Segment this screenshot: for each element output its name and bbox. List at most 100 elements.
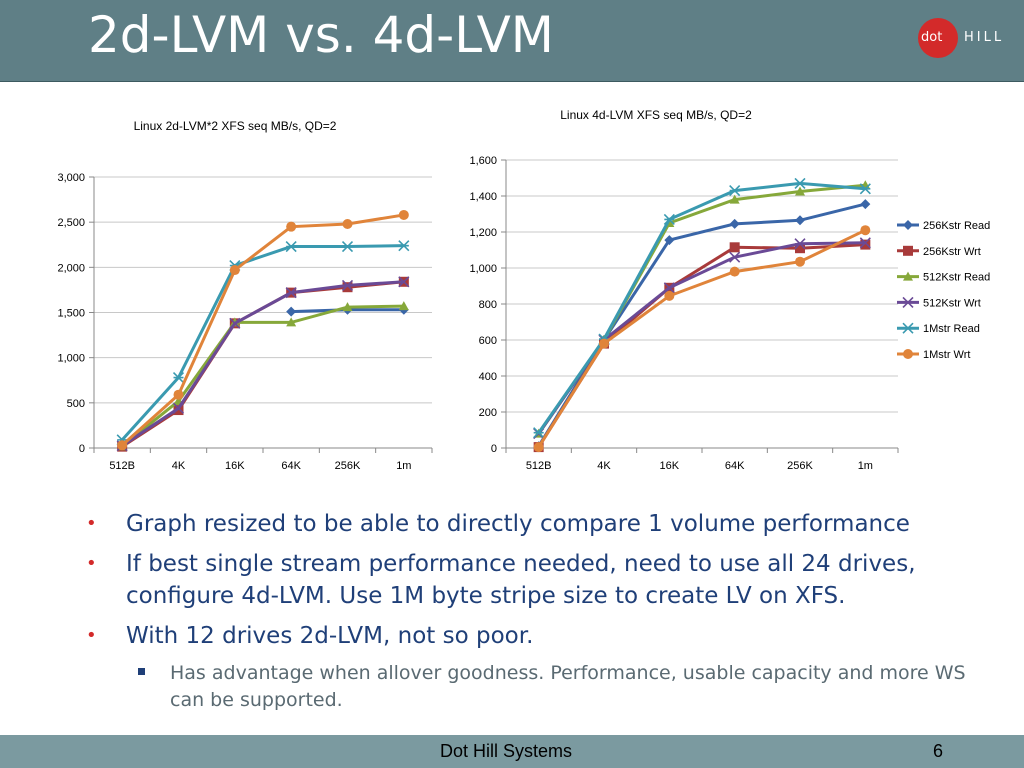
square-bullet-icon xyxy=(138,668,145,675)
logo-dot-text: dot xyxy=(921,30,943,45)
data-point xyxy=(533,442,544,453)
y-tick-label: 1,000 xyxy=(57,353,85,365)
charts-area: Linux 2d-LVM*2 XFS seq MB/s, QD=2 0 500 1,0… xyxy=(57,108,990,472)
series-line xyxy=(537,181,866,434)
legend-marker xyxy=(903,220,913,230)
x-tick-label: 4K xyxy=(172,460,186,472)
data-point xyxy=(172,371,185,384)
sub-bullet-item: Has advantage when allover goodness. Per… xyxy=(138,660,966,714)
data-point xyxy=(398,301,409,311)
series-line xyxy=(121,280,404,447)
y-tick-label: 1,000 xyxy=(469,263,497,275)
y-tick-label: 600 xyxy=(479,335,497,347)
legend-marker xyxy=(902,322,914,334)
legend-label: 256Kstr Wrt xyxy=(923,246,981,258)
bullet-item: • With 12 drives 2d-LVM, not so poor. xyxy=(86,620,966,652)
x-tick-label: 256K xyxy=(787,460,813,472)
legend-label: 256Kstr Read xyxy=(923,220,990,232)
data-point xyxy=(286,221,297,232)
data-point xyxy=(229,265,240,276)
y-tick-label: 2,500 xyxy=(57,217,85,229)
slide-header: 2d-LVM vs. 4d-LVM dot HILL xyxy=(0,0,1024,82)
bullet-list: • Graph resized to be able to directly co… xyxy=(86,508,966,714)
bullet-dot-icon: • xyxy=(86,513,97,534)
data-point xyxy=(663,213,675,225)
legend-marker xyxy=(903,245,913,256)
data-point xyxy=(664,290,675,301)
bullet-dot-icon: • xyxy=(86,625,97,646)
data-point xyxy=(729,218,740,229)
data-point xyxy=(860,225,871,236)
footer-company: Dot Hill Systems xyxy=(440,741,573,761)
series-line xyxy=(121,244,404,441)
logo-circle-icon xyxy=(918,18,958,58)
legend-label: 512Kstr Read xyxy=(923,272,990,284)
y-tick-label: 500 xyxy=(67,398,85,410)
data-point xyxy=(341,279,354,291)
x-tick-label: 64K xyxy=(281,460,301,472)
bullet-text: If best single stream performance needed… xyxy=(126,551,916,609)
x-tick-label: 4K xyxy=(597,460,611,472)
data-point xyxy=(533,427,545,439)
bullet-text: Graph resized to be able to directly com… xyxy=(126,511,910,537)
series-line xyxy=(537,243,866,448)
x-tick-label: 256K xyxy=(335,460,361,472)
data-point xyxy=(173,405,184,416)
legend-marker xyxy=(902,296,914,308)
data-point xyxy=(398,240,410,252)
data-point xyxy=(285,240,297,253)
data-point xyxy=(729,266,740,277)
series-line xyxy=(537,202,866,447)
legend-marker xyxy=(903,349,913,359)
series-line xyxy=(121,304,404,448)
page-number: 6 xyxy=(933,741,944,761)
data-point xyxy=(172,402,185,414)
data-point xyxy=(173,389,184,400)
y-tick-label: 1,200 xyxy=(469,227,497,239)
data-point xyxy=(664,235,675,246)
bullet-dot-icon: • xyxy=(86,553,97,574)
y-tick-label: 200 xyxy=(479,407,497,419)
chart-title: Linux 2d-LVM*2 XFS seq MB/s, QD=2 xyxy=(134,119,337,133)
legend-marker xyxy=(903,271,913,281)
data-point xyxy=(860,239,871,250)
data-point xyxy=(729,251,741,263)
data-point xyxy=(795,215,805,226)
series-line xyxy=(537,241,866,435)
legend-label: 512Kstr Wrt xyxy=(923,297,981,309)
data-point xyxy=(794,238,806,250)
data-point xyxy=(795,256,805,267)
y-tick-label: 1,500 xyxy=(57,308,85,320)
bullet-item: • If best single stream performance neede… xyxy=(86,548,966,612)
data-point xyxy=(286,306,297,317)
data-point xyxy=(729,185,741,197)
dot-hill-logo: dot HILL xyxy=(918,18,1018,58)
legend-label: 1Mstr Read xyxy=(923,323,980,335)
data-point xyxy=(285,287,297,299)
data-point xyxy=(342,218,353,229)
bullet-text: With 12 drives 2d-LVM, not so poor. xyxy=(126,623,534,649)
y-tick-label: 1,400 xyxy=(469,191,497,203)
data-point xyxy=(117,440,128,451)
data-point xyxy=(859,183,871,195)
x-tick-label: 1m xyxy=(396,460,411,472)
data-point xyxy=(795,243,805,254)
data-point xyxy=(398,209,409,220)
series-line xyxy=(537,228,866,448)
data-point xyxy=(860,199,871,210)
y-tick-label: 0 xyxy=(491,443,497,455)
x-tick-label: 1m xyxy=(858,460,873,472)
x-tick-label: 16K xyxy=(660,460,680,472)
data-point xyxy=(729,194,740,204)
data-point xyxy=(342,302,353,312)
data-point xyxy=(663,282,675,294)
y-tick-label: 0 xyxy=(79,443,85,455)
logo-hill-text: HILL xyxy=(964,30,1005,45)
data-point xyxy=(795,186,805,196)
x-tick-label: 512B xyxy=(109,460,135,472)
y-tick-label: 3,000 xyxy=(57,172,85,184)
y-tick-label: 2,000 xyxy=(57,262,85,274)
series-line xyxy=(121,213,405,447)
slide-title: 2d-LVM vs. 4d-LVM xyxy=(88,6,554,64)
legend-label: 1Mstr Wrt xyxy=(923,349,970,361)
